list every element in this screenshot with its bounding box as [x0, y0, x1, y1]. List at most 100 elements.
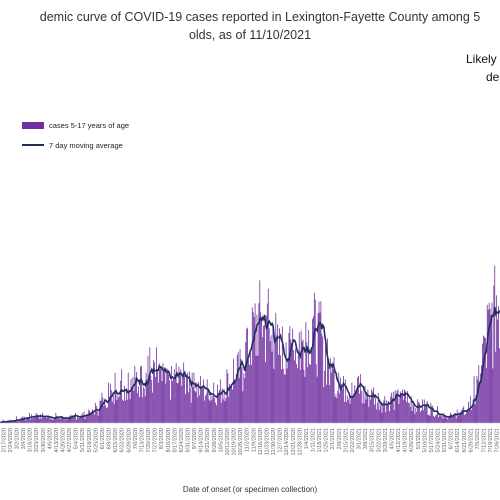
x-tick-label: 8/17/2020 [172, 428, 178, 452]
x-tick-label: 2/1/2021 [330, 428, 336, 449]
daily-case-bar [62, 418, 64, 423]
daily-case-bar [410, 396, 412, 423]
daily-case-bar [384, 396, 386, 423]
x-tick-label: 6/8/2020 [107, 428, 113, 449]
daily-case-bar [437, 406, 438, 423]
daily-case-bar [128, 390, 130, 423]
daily-case-bar [368, 406, 370, 423]
daily-case-bar [396, 390, 398, 423]
daily-case-bar [61, 416, 62, 423]
daily-case-bar [331, 362, 333, 423]
daily-case-bar [110, 390, 112, 423]
daily-case-bar [237, 352, 239, 423]
daily-case-bar [246, 328, 248, 423]
daily-case-bar [453, 414, 454, 423]
daily-case-bar [294, 360, 295, 423]
daily-case-bar [95, 405, 97, 423]
daily-case-bar [164, 371, 166, 423]
daily-case-bar [445, 418, 447, 423]
daily-case-bar [465, 414, 467, 423]
daily-case-bar [277, 324, 279, 423]
daily-case-bar [245, 342, 247, 423]
x-tick-label: 3/23/2020 [34, 428, 40, 452]
daily-case-bar [0, 422, 1, 423]
daily-case-bar [305, 322, 307, 423]
daily-case-bar [124, 385, 125, 423]
daily-case-bar [326, 384, 327, 423]
daily-case-bar [483, 335, 484, 423]
daily-case-bar [468, 401, 469, 423]
x-tick-label: 7/19/2021 [488, 428, 494, 452]
daily-case-bar [454, 413, 456, 423]
daily-case-bar [430, 402, 432, 423]
legend-item-bars: cases 5-17 years of age [22, 115, 129, 135]
x-tick-label: 7/6/2020 [133, 428, 139, 449]
x-tick-label: 6/7/2021 [449, 428, 455, 449]
daily-case-bar [379, 400, 381, 423]
x-tick-label: 2/22/2021 [350, 428, 356, 452]
daily-case-bar [392, 391, 394, 423]
daily-case-bar [194, 390, 196, 423]
daily-case-bar [381, 412, 383, 423]
daily-case-bar [324, 370, 326, 423]
daily-case-bar [96, 411, 98, 423]
daily-case-bar [84, 419, 86, 423]
daily-case-bar [274, 337, 276, 423]
daily-case-bar [168, 373, 170, 423]
daily-case-bar [231, 385, 232, 423]
daily-case-bar [373, 387, 374, 423]
daily-case-bar [36, 414, 38, 423]
x-tick-label: 10/19/2020 [232, 428, 238, 456]
daily-case-bar [24, 416, 26, 423]
daily-case-bar [198, 382, 200, 423]
daily-case-bar [270, 335, 272, 423]
daily-case-bar [132, 377, 134, 423]
daily-case-bar [125, 400, 126, 423]
x-tick-label: 7/5/2021 [475, 428, 481, 449]
daily-case-bar [114, 372, 116, 423]
daily-case-bar [157, 382, 159, 423]
daily-case-bar [45, 416, 46, 423]
daily-case-bar [308, 329, 310, 423]
daily-case-bar [103, 405, 105, 423]
daily-case-bar [441, 416, 443, 423]
daily-case-bar [328, 367, 329, 423]
daily-case-bar [285, 342, 287, 423]
daily-case-bar [141, 397, 143, 423]
daily-case-bar [450, 412, 451, 423]
daily-case-bar [89, 410, 91, 423]
daily-case-bar [267, 288, 269, 423]
daily-case-bar [104, 398, 106, 423]
daily-case-bar [273, 368, 275, 423]
daily-case-bar [366, 393, 368, 423]
x-tick-label: 9/28/2020 [212, 428, 218, 452]
daily-case-bar [433, 415, 435, 423]
daily-case-bar [133, 390, 135, 423]
daily-case-bar [25, 420, 27, 423]
daily-case-bar [15, 420, 16, 423]
daily-case-bar [88, 409, 90, 423]
daily-case-bar [146, 379, 148, 423]
daily-case-bar [265, 361, 266, 423]
daily-case-bar [232, 389, 233, 423]
daily-case-bar [33, 416, 35, 423]
daily-case-bar [192, 386, 194, 423]
daily-case-bar [250, 352, 251, 423]
daily-case-bar [121, 369, 123, 423]
daily-case-bar [340, 377, 342, 423]
daily-case-bar [484, 336, 485, 423]
annotation-line2: de [486, 70, 500, 84]
daily-case-bar [359, 393, 360, 423]
daily-case-bar [111, 401, 113, 423]
daily-case-bar [413, 406, 415, 423]
daily-case-bar [135, 377, 137, 423]
daily-case-bar [206, 379, 208, 423]
daily-case-bar [255, 355, 257, 423]
x-tick-label: 6/15/2020 [113, 428, 119, 452]
daily-case-bar [484, 337, 486, 423]
daily-case-bar [38, 417, 40, 423]
daily-case-bar [387, 405, 389, 423]
daily-case-bar [106, 408, 107, 423]
daily-case-bar [464, 415, 466, 423]
daily-case-bar [65, 416, 67, 423]
